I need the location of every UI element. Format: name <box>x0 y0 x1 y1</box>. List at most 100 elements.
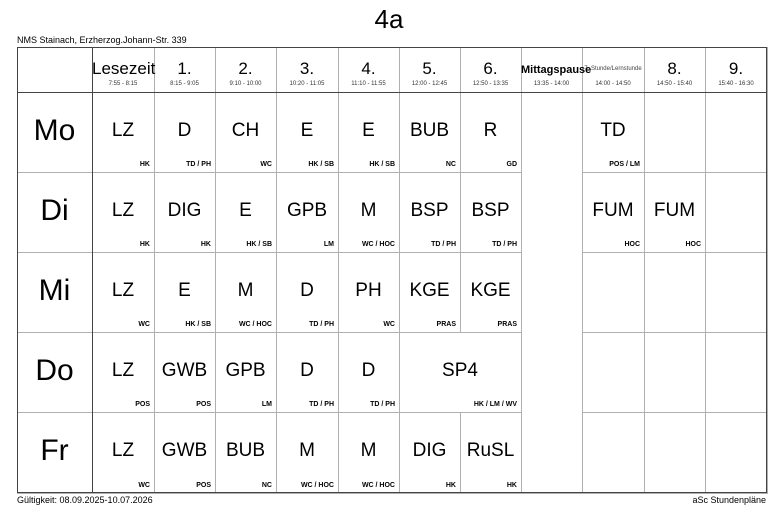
lesson-cell[interactable]: D TD / PH <box>338 332 400 413</box>
lesson-teacher: HK / SB <box>185 321 211 328</box>
period-header: 3. 10:20 - 11:05 <box>276 47 339 93</box>
period-time: 8:15 - 9:05 <box>170 81 199 87</box>
lesson-cell[interactable]: KGE PRAS <box>460 252 522 333</box>
lesson-cell[interactable]: GPB LM <box>215 332 277 413</box>
lesson-teacher: HK / LM / WV <box>473 401 517 408</box>
lesson-teacher: NC <box>445 161 456 168</box>
lesson-cell[interactable]: GWB POS <box>154 412 216 494</box>
lesson-teacher: HK <box>139 241 150 248</box>
lesson-cell[interactable]: D TD / PH <box>276 252 339 333</box>
lesson-cell[interactable]: D TD / PH <box>276 332 339 413</box>
lesson-subject: R <box>483 120 498 141</box>
empty-cell[interactable] <box>644 252 706 333</box>
day-label: Di <box>40 194 69 227</box>
lesson-cell[interactable]: CH WC <box>215 92 277 173</box>
lesson-subject: KGE <box>470 280 511 301</box>
lesson-teacher: HK <box>139 161 150 168</box>
lesson-cell[interactable]: DIG HK <box>154 172 216 253</box>
lesson-cell[interactable]: DIG HK <box>399 412 461 494</box>
day-label: Mo <box>33 114 76 147</box>
period-label: 4. <box>361 59 376 78</box>
lesson-teacher: HK <box>445 482 456 489</box>
lesson-subject: FUM <box>653 200 696 221</box>
lesson-cell[interactable]: E HK / SB <box>215 172 277 253</box>
period-label: 1. <box>177 59 192 78</box>
lesson-subject: FUM <box>592 200 634 221</box>
lesson-teacher: WC / HOC <box>238 321 272 328</box>
lesson-cell[interactable]: LZ HK <box>92 172 155 253</box>
lesson-subject: D <box>300 360 314 381</box>
lesson-cell[interactable]: RuSL HK <box>460 412 522 494</box>
empty-cell[interactable] <box>705 172 768 253</box>
period-label: 3. <box>299 59 315 78</box>
lesson-cell[interactable]: M WC / HOC <box>338 172 400 253</box>
lesson-subject: TD <box>600 120 626 141</box>
empty-cell[interactable] <box>705 92 768 173</box>
corner-cell <box>17 47 93 93</box>
lesson-cell[interactable]: M WC / HOC <box>215 252 277 333</box>
lesson-teacher: HK / SB <box>308 161 334 168</box>
lesson-subject: LZ <box>111 200 135 221</box>
lesson-cell[interactable]: R GD <box>460 92 522 173</box>
empty-cell[interactable] <box>705 332 768 413</box>
lesson-teacher: POS <box>196 401 211 408</box>
lesson-cell[interactable]: FUM HOC <box>644 172 706 253</box>
lesson-subject: DIG <box>412 440 447 461</box>
lesson-subject: LZ <box>111 360 135 381</box>
lesson-cell[interactable]: GWB POS <box>154 332 216 413</box>
period-header: Lesezeit 7:55 - 8:15 <box>92 47 155 93</box>
lesson-cell[interactable]: LZ WC <box>92 252 155 333</box>
period-header: 9. 15:40 - 16:30 <box>705 47 768 93</box>
lesson-cell[interactable]: BSP TD / PH <box>399 172 461 253</box>
lesson-subject: D <box>361 360 376 381</box>
empty-cell[interactable] <box>582 332 645 413</box>
period-time: 13:35 - 14:00 <box>533 81 570 87</box>
lesson-teacher: GD <box>506 161 518 168</box>
lesson-cell[interactable]: BSP TD / PH <box>460 172 522 253</box>
empty-cell[interactable] <box>582 252 645 333</box>
lesson-cell[interactable]: TD POS / LM <box>582 92 645 173</box>
lesson-teacher: TD / PH <box>309 321 334 328</box>
lesson-cell[interactable]: E HK / SB <box>338 92 400 173</box>
lesson-subject: SP4 <box>442 360 478 381</box>
lesson-cell[interactable]: BUB NC <box>399 92 461 173</box>
lesson-cell[interactable]: PH WC <box>338 252 400 333</box>
lesson-cell[interactable]: M WC / HOC <box>276 412 339 494</box>
lesson-teacher: POS <box>135 401 150 408</box>
period-time: 12:00 - 12:45 <box>411 81 448 87</box>
lesson-cell[interactable]: E HK / SB <box>276 92 339 173</box>
empty-cell[interactable] <box>582 412 645 494</box>
lesson-cell[interactable]: LZ POS <box>92 332 155 413</box>
day-header: Do <box>17 332 93 413</box>
lesson-subject: E <box>239 200 252 221</box>
lesson-cell[interactable]: LZ WC <box>92 412 155 494</box>
lesson-cell[interactable]: SP4 HK / LM / WV <box>399 332 522 413</box>
lesson-subject: D <box>300 280 314 301</box>
period-header: Mittagspause 13:35 - 14:00 <box>521 47 591 93</box>
day-header: Fr <box>17 412 93 494</box>
lesson-cell[interactable]: M WC / HOC <box>338 412 400 494</box>
lesson-cell[interactable]: E HK / SB <box>154 252 216 333</box>
empty-cell[interactable] <box>705 412 768 494</box>
grid-border <box>17 92 767 93</box>
empty-cell[interactable] <box>705 252 768 333</box>
lesson-cell[interactable]: D TD / PH <box>154 92 216 173</box>
lesson-cell[interactable]: GPB LM <box>276 172 339 253</box>
period-label: 5. <box>422 59 437 78</box>
lesson-teacher: TD / PH <box>186 161 211 168</box>
lesson-cell[interactable]: KGE PRAS <box>399 252 461 333</box>
lesson-teacher: HK <box>506 482 517 489</box>
lesson-cell[interactable]: BUB NC <box>215 412 277 494</box>
lesson-cell[interactable]: FUM HOC <box>582 172 645 253</box>
lesson-subject: E <box>178 280 191 301</box>
period-time: 14:50 - 15:40 <box>656 81 693 87</box>
lesson-subject: LZ <box>111 280 135 301</box>
period-label: Lesezeit <box>92 59 156 78</box>
class-title: 4a <box>374 4 404 34</box>
school-name: NMS Stainach, Erzherzog.Johann-Str. 339 <box>17 35 187 45</box>
empty-cell[interactable] <box>644 332 706 413</box>
period-header: 2. 9:10 - 10:00 <box>215 47 277 93</box>
lesson-cell[interactable]: LZ HK <box>92 92 155 173</box>
empty-cell[interactable] <box>644 412 706 494</box>
empty-cell[interactable] <box>644 92 706 173</box>
